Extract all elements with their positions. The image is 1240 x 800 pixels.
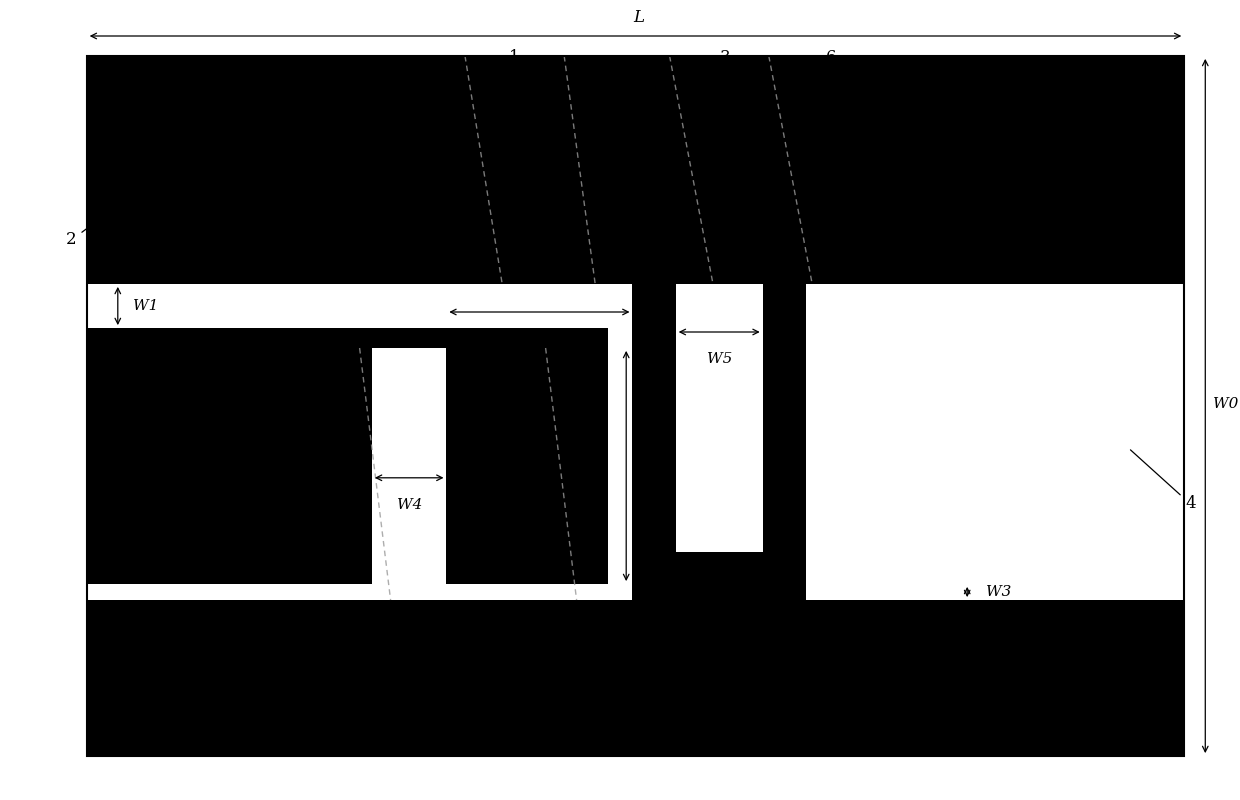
Text: W2: W2 [642,332,667,346]
Text: 1: 1 [510,49,521,166]
Text: W0: W0 [1213,397,1238,411]
Text: h2: h2 [636,459,656,473]
Bar [372,348,446,584]
Text: 5: 5 [404,650,422,738]
Text: 3: 3 [683,49,730,118]
Bar [87,56,1184,756]
Text: W4: W4 [397,498,422,512]
Bar [87,284,608,328]
Text: 4: 4 [1131,450,1195,513]
Bar [87,56,1184,756]
Bar [608,284,1184,600]
Bar [676,284,763,552]
Text: 6: 6 [792,49,836,114]
Text: W3: W3 [986,585,1011,599]
Bar [632,284,676,600]
Bar [676,280,806,600]
Bar [87,584,1184,600]
Text: W5: W5 [707,352,732,366]
Text: 2: 2 [66,198,128,249]
Text: L: L [634,9,644,26]
Text: W1: W1 [133,299,157,313]
